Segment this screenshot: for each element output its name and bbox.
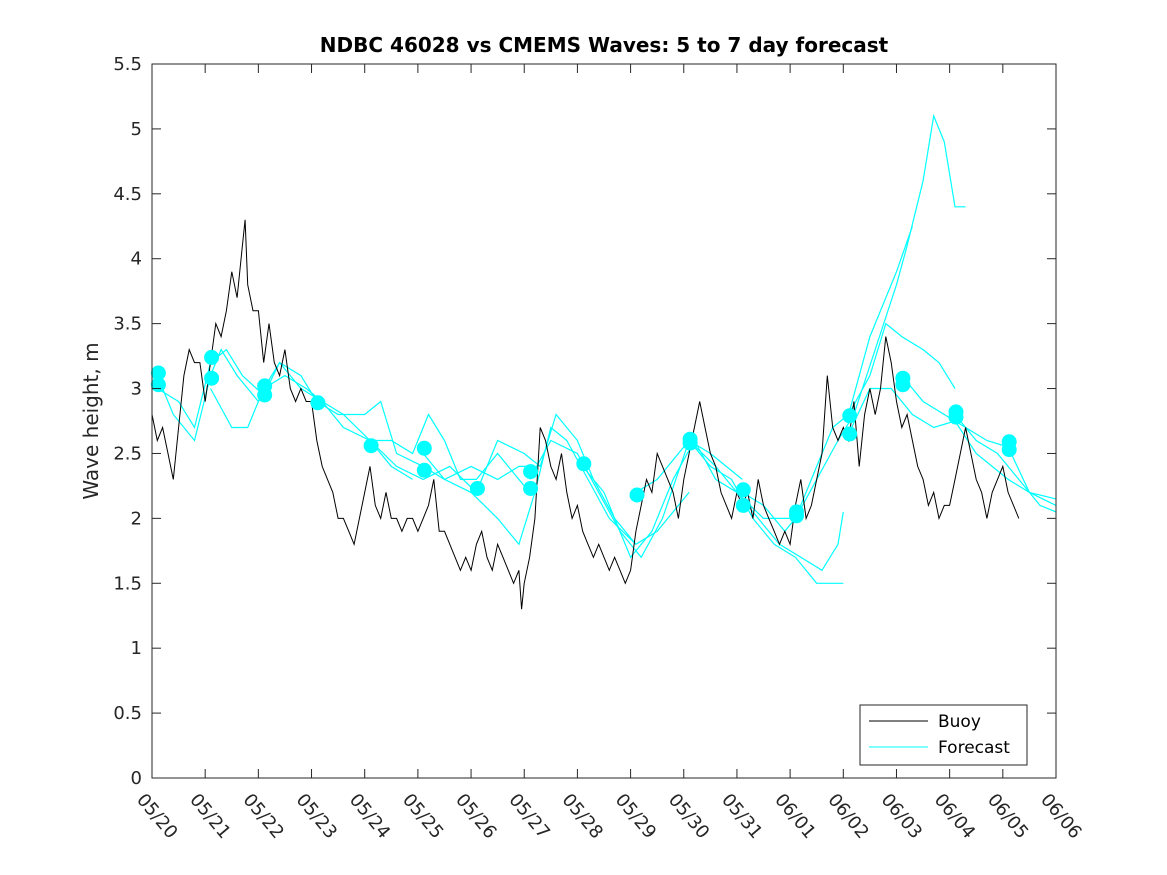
- forecast-start-marker: [204, 349, 220, 365]
- forecast-line: [901, 375, 1057, 506]
- legend: Buoy Forecast: [859, 704, 1028, 766]
- forecast-line: [848, 322, 956, 415]
- y-tick-label: 0: [131, 768, 142, 789]
- y-tick-label: 4: [131, 249, 142, 270]
- forecast-start-marker: [150, 377, 166, 393]
- chart-title: NDBC 46028 vs CMEMS Waves: 5 to 7 day fo…: [320, 33, 889, 57]
- y-axis-label: Wave height, m: [79, 342, 103, 499]
- forecast-start-marker: [416, 462, 432, 478]
- forecast-start-marker: [735, 497, 751, 513]
- forecast-start-marker: [204, 370, 220, 386]
- forecast-start-marker: [895, 377, 911, 393]
- forecast-start-marker: [469, 481, 485, 496]
- forecast-start-marker: [735, 482, 751, 498]
- forecast-start-marker: [363, 438, 379, 454]
- legend-label-forecast: Forecast: [938, 738, 1010, 758]
- forecast-start-marker: [310, 395, 326, 411]
- forecast-start-marker: [789, 508, 804, 524]
- legend-box: [859, 704, 1028, 766]
- y-axis: 0 0.5 1 1.5 2 2.5 3 3.5 4 4.5 5 5.5: [113, 54, 1056, 789]
- forecast-line: [529, 439, 743, 559]
- forecast-line: [741, 113, 966, 533]
- forecast-line: [263, 374, 477, 493]
- forecast-start-marker: [1001, 442, 1017, 458]
- forecast-start-marker: [576, 456, 592, 472]
- forecast-start-marker: [629, 487, 645, 503]
- forecast-start-marker: [523, 481, 539, 496]
- forecast-start-marker: [948, 409, 964, 425]
- plot-frame: [151, 63, 1057, 779]
- y-tick-label: 5.5: [113, 54, 142, 75]
- buoy-layer: [151, 219, 1020, 610]
- forecast-line: [954, 414, 1057, 513]
- forecast-start-marker: [842, 408, 858, 424]
- y-tick-label: 0.5: [113, 703, 142, 724]
- legend-label-buoy: Buoy: [938, 712, 981, 732]
- forecast-line: [475, 413, 690, 546]
- forecast-start-marker: [257, 387, 273, 403]
- forecast-start-marker: [416, 440, 432, 456]
- y-tick-label: 2.5: [113, 443, 142, 464]
- forecast-start-marker: [842, 426, 858, 442]
- y-tick-label: 1.5: [113, 573, 142, 594]
- forecast-start-marker: [523, 464, 539, 480]
- y-tick-label: 2: [131, 508, 142, 529]
- y-tick-label: 5: [131, 119, 142, 140]
- y-tick-label: 3: [131, 379, 142, 400]
- forecast-line: [370, 413, 531, 493]
- y-tick-label: 4.5: [113, 184, 142, 205]
- y-tick-label: 3.5: [113, 314, 142, 335]
- forecast-start-marker: [682, 435, 698, 451]
- buoy-line: [151, 219, 1020, 610]
- y-tick-label: 1: [131, 638, 142, 659]
- marker-layer: [150, 349, 1017, 524]
- forecast-line: [156, 348, 318, 430]
- plot-area: [152, 64, 1056, 778]
